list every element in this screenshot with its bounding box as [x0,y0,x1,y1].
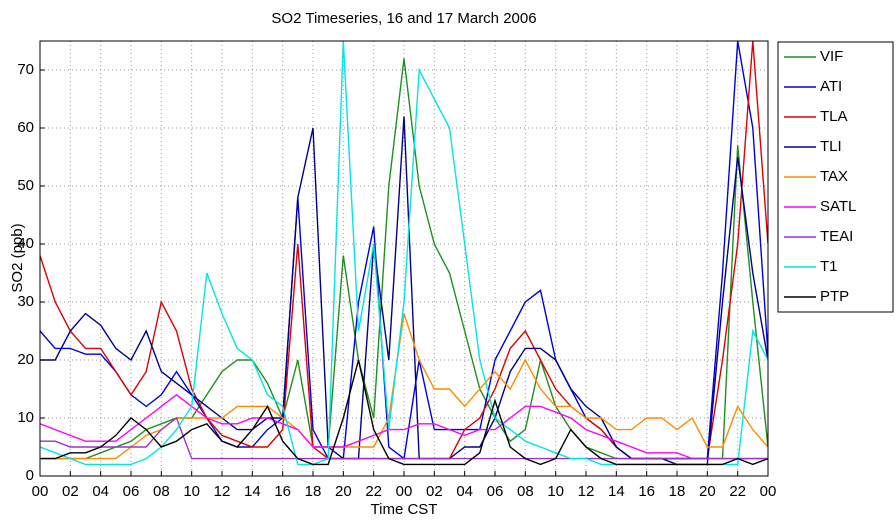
series-line [40,359,768,466]
x-tick-label: 14 [244,483,261,500]
legend-label: PTP [820,288,849,305]
x-tick-label: 00 [760,483,777,500]
y-tick-label: 10 [17,409,34,426]
legend-label: TLA [820,108,848,125]
x-tick-label: 00 [32,483,49,500]
x-tick-label: 16 [638,483,655,500]
x-tick-label: 18 [669,483,686,500]
legend-label: TLI [820,138,842,155]
legend-label: T1 [820,258,838,275]
x-tick-label: 14 [608,483,625,500]
legend-label: TAX [820,168,848,185]
legend-label: VIF [820,48,843,65]
series-line [40,393,768,460]
y-tick-label: 30 [17,293,34,310]
y-tick-label: 20 [17,351,34,368]
x-tick-label: 22 [729,483,746,500]
legend-label: TEAI [820,228,853,245]
x-axis-label: Time CST [371,501,438,518]
x-tick-label: 04 [92,483,109,500]
x-tick-label: 08 [153,483,170,500]
x-tick-label: 00 [396,483,413,500]
x-tick-label: 20 [699,483,716,500]
x-tick-label: 12 [214,483,231,500]
legend-label: ATI [820,78,842,95]
y-tick-label: 60 [17,119,34,136]
x-tick-label: 12 [578,483,595,500]
x-tick-label: 10 [183,483,200,500]
x-tick-label: 04 [456,483,473,500]
plot-frame [39,40,769,477]
x-tick-label: 02 [62,483,79,500]
plot-lines [40,41,768,466]
x-tick-label: 10 [547,483,564,500]
chart-title: SO2 Timeseries, 16 and 17 March 2006 [271,10,536,27]
x-tick-label: 02 [426,483,443,500]
x-tick-label: 06 [123,483,140,500]
series-line [40,313,768,460]
y-tick-label: 50 [17,177,34,194]
x-tick-label: 22 [365,483,382,500]
x-tick-label: 20 [335,483,352,500]
series-line [40,41,768,466]
y-tick-label: 70 [17,61,34,78]
series-line [40,416,768,460]
x-tick-label: 18 [305,483,322,500]
grid [39,41,769,477]
y-tick-label: 0 [26,467,34,484]
x-tick-label: 08 [517,483,534,500]
legend-label: SATL [820,198,856,215]
series-line [40,116,768,466]
y-tick-label: 40 [17,235,34,252]
y-axis-label: SO2 (ppb) [9,223,26,292]
x-tick-label: 16 [274,483,291,500]
x-tick-label: 06 [487,483,504,500]
